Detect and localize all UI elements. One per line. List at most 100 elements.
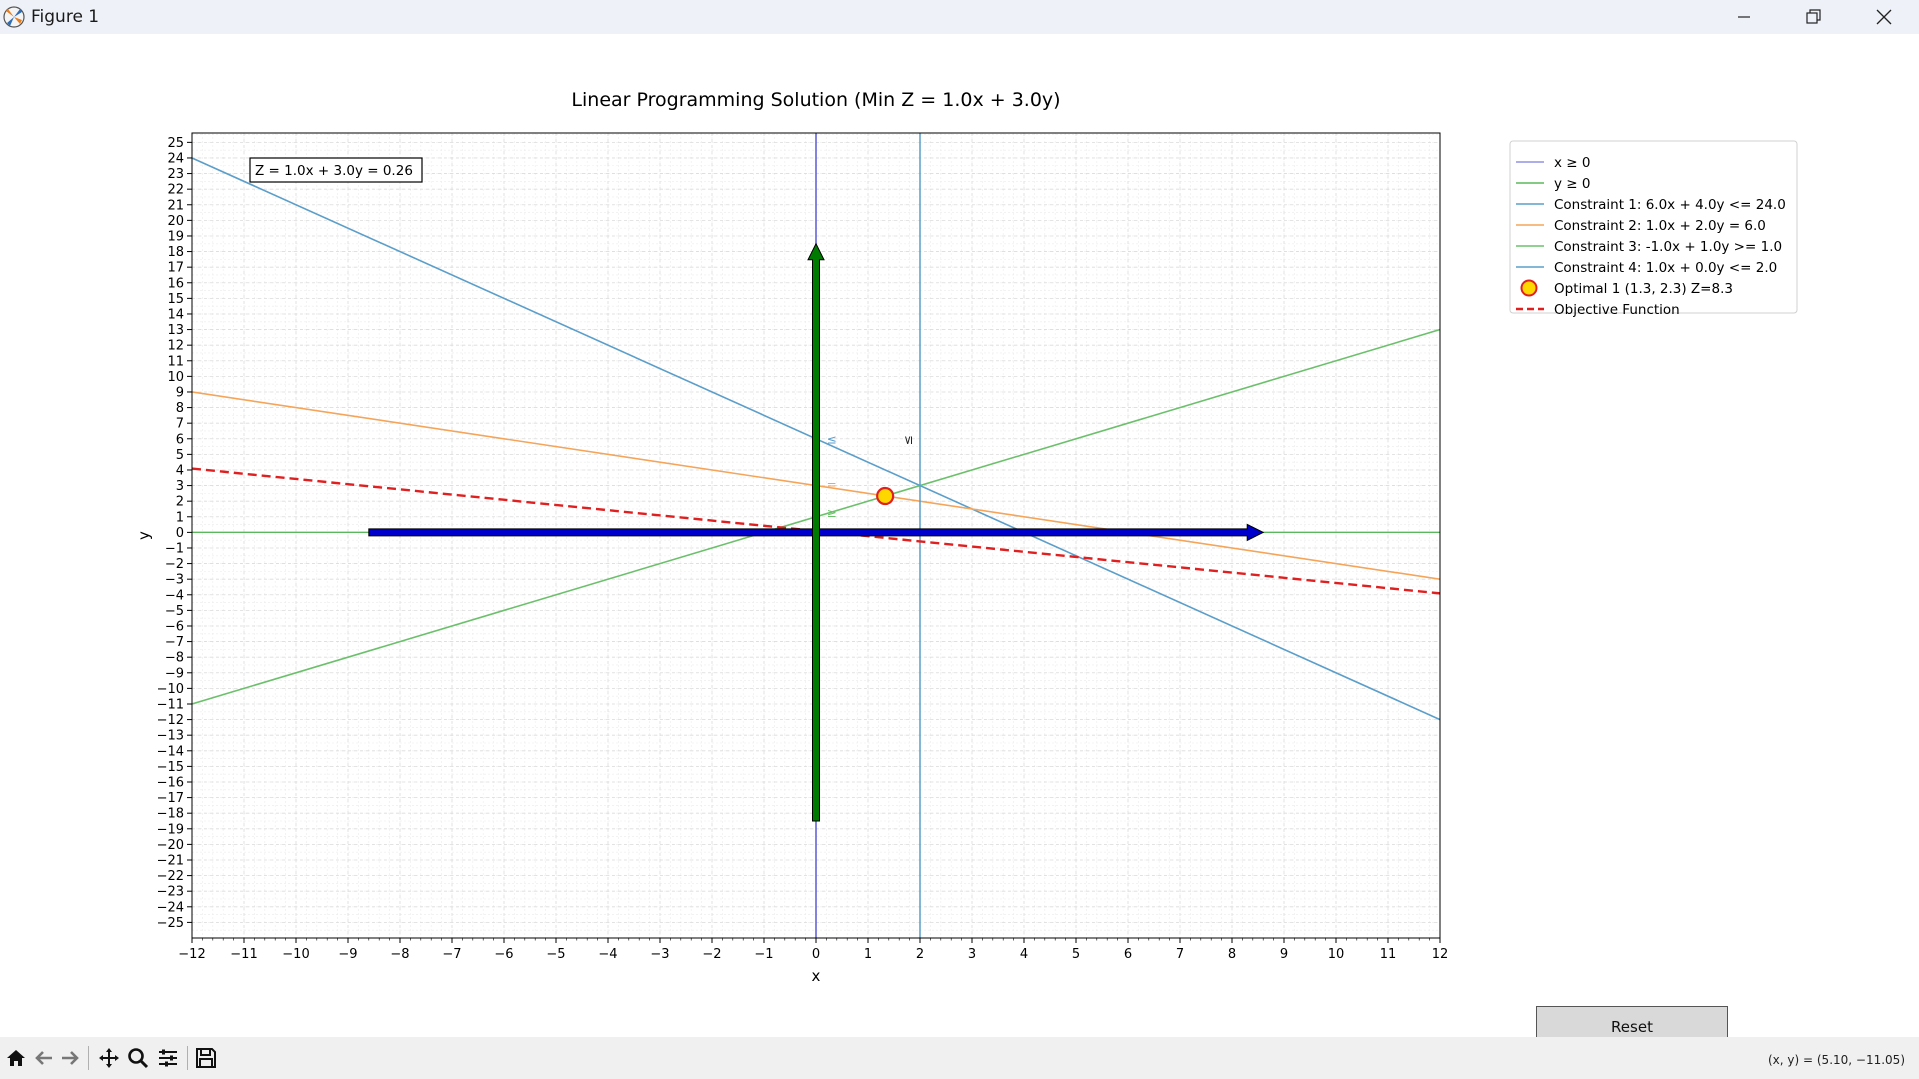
y-tick-label: 24 [167,151,184,166]
toolbar-separator [187,1046,188,1070]
forward-arrow-icon[interactable] [58,1046,82,1070]
y-tick-label: −6 [165,619,184,634]
y-tick-label: −13 [157,729,184,744]
legend-marker [1520,279,1538,297]
y-tick-label: −10 [157,682,184,697]
restore-icon [1806,9,1821,24]
restore-button[interactable] [1782,0,1844,34]
x-tick-label: 8 [1228,947,1236,962]
x-tick-label: 9 [1280,947,1288,962]
x-tick-label: −3 [650,947,669,962]
legend-label: Constraint 4: 1.0x + 0.0y <= 2.0 [1554,260,1777,276]
y-tick-label: −9 [165,666,184,681]
constraint-marker: ≤ [901,435,915,445]
y-tick-label: −24 [157,900,184,915]
home-icon[interactable] [4,1046,28,1070]
y-tick-label: 3 [176,479,184,494]
y-tick-label: 9 [176,385,184,400]
pan-icon[interactable] [97,1046,121,1070]
legend-label: Constraint 2: 1.0x + 2.0y = 6.0 [1554,218,1766,234]
x-tick-label: −9 [338,947,357,962]
y-tick-label: 8 [176,401,184,416]
configure-subplots-icon[interactable] [156,1046,180,1070]
x-tick-label: 0 [812,947,820,962]
y-tick-label: −2 [165,557,184,572]
legend-label: Objective Function [1554,302,1680,318]
figure-canvas[interactable]: ≤ = ≥ ≤ −12 −11 −10 −9 −8 −7 −6 −5 −4 −3 −2 −1 0 1 2 3 4 5 6 7 8… [0,34,1919,1047]
y-tick-label: −3 [165,573,184,588]
y-tick-label: 10 [167,370,184,385]
x-tick-label: 12 [1432,947,1449,962]
y-tick-label: −17 [157,791,184,806]
y-tick-label: −16 [157,775,184,790]
cursor-coordinates: (x, y) = (5.10, −11.05) [1768,1053,1905,1067]
x-tick-label: 1 [864,947,872,962]
y-tick-label: −23 [157,885,184,900]
y-tick-label: 4 [176,463,184,478]
y-tick-label: −11 [157,697,184,712]
x-tick-label: 4 [1020,947,1028,962]
y-tick-label: 2 [176,495,184,510]
optimal-point[interactable] [876,486,895,506]
x-tick-label: −4 [598,947,617,962]
minimize-icon [1738,16,1750,18]
minimize-button[interactable] [1713,0,1775,34]
y-tick-label: −7 [165,635,184,650]
toolbar-separator [88,1046,89,1070]
x-tick-label: −2 [702,947,721,962]
y-tick-label: 15 [167,292,184,307]
x-tick-label: −12 [178,947,205,962]
x-tick-label: −7 [442,947,461,962]
x-tick-label: 6 [1124,947,1132,962]
y-tick-label: 20 [167,214,184,229]
lp-chart[interactable]: ≤=≥≤−12 −11 −10 −9 −8 −7 −6 −5 −4 −3 −2 −1 0 1 2 3 4 5 6 7 8… [0,34,1919,1037]
y-tick-label: 6 [176,432,184,447]
y-tick-label: 17 [167,261,184,276]
x-tick-label: 7 [1176,947,1184,962]
close-button[interactable] [1853,0,1915,34]
matplotlib-icon [3,6,25,28]
y-tick-label: −18 [157,807,184,822]
legend-label: Constraint 1: 6.0x + 4.0y <= 24.0 [1554,197,1786,213]
y-tick-label: 11 [167,354,184,369]
save-icon[interactable] [194,1046,218,1070]
y-tick-label: −25 [157,916,184,931]
y-tick-label: −5 [165,604,184,619]
y-tick-label: 0 [176,526,184,541]
zoom-icon[interactable] [126,1046,150,1070]
y-tick-label: −21 [157,853,184,868]
y-tick-label: 19 [167,229,184,244]
x-tick-label: −8 [390,947,409,962]
x-tick-label: 11 [1380,947,1397,962]
y-tick-label: 12 [167,339,184,354]
y-tick-label: −12 [157,713,184,728]
x-tick-label: −10 [282,947,309,962]
y-tick-label: 18 [167,245,184,260]
y-tick-label: 1 [176,510,184,525]
window-title: Figure 1 [31,7,100,27]
constraint-marker: = [827,478,837,492]
navigation-toolbar: (x, y) = (5.10, −11.05) [0,1037,1919,1079]
close-icon [1876,9,1892,25]
y-tick-label: 21 [167,198,184,213]
y-tick-label: 7 [176,417,184,432]
y-tick-label: 13 [167,323,184,338]
y-tick-label: −4 [165,588,184,603]
y-tick-label: −20 [157,838,184,853]
x-tick-label: −6 [494,947,513,962]
title-bar: Figure 1 [0,0,1919,34]
back-arrow-icon[interactable] [32,1046,56,1070]
annotation-text: Z = 1.0x + 3.0y = 0.26 [255,163,413,179]
annotation-box [249,157,423,183]
legend-label: Constraint 3: -1.0x + 1.0y >= 1.0 [1554,239,1782,255]
y-tick-label: 16 [167,276,184,291]
legend-label: Optimal 1 (1.3, 2.3) Z=8.3 [1554,281,1733,297]
y-tick-label: 14 [167,307,184,322]
y-tick-label: 5 [176,448,184,463]
x-tick-label: −11 [230,947,257,962]
y-tick-label: −22 [157,869,184,884]
x-tick-label: 2 [916,947,924,962]
y-tick-label: −8 [165,651,184,666]
y-tick-label: −15 [157,760,184,775]
legend-label: y ≥ 0 [1554,176,1590,192]
